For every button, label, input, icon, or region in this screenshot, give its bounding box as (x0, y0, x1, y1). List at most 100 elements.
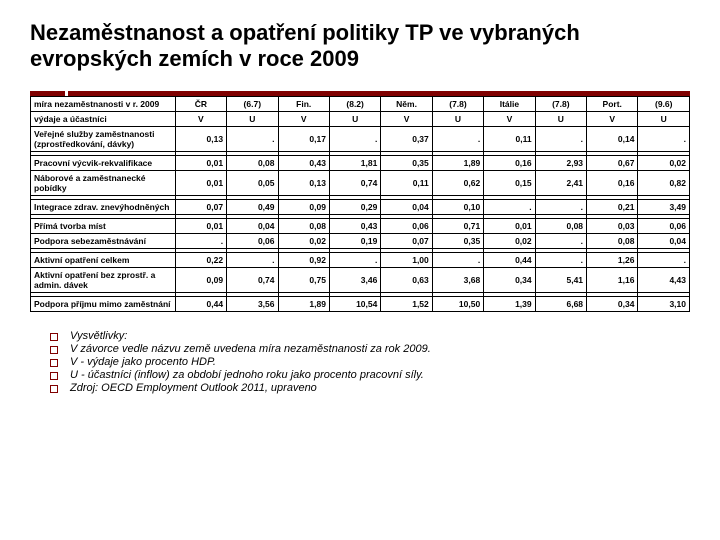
cell: 0,08 (278, 218, 329, 233)
cell: . (432, 126, 483, 151)
vu: V (381, 111, 432, 126)
header-label: míra nezaměstnanosti v r. 2009 (31, 96, 176, 111)
vu: V (587, 111, 638, 126)
cell: 3,10 (638, 296, 690, 311)
row-label: Přímá tvorba míst (31, 218, 176, 233)
cell: 1,39 (484, 296, 535, 311)
cell: 0,92 (278, 252, 329, 267)
footnote-line: Vysvětlivky: (50, 330, 690, 342)
cell: 0,08 (535, 218, 586, 233)
cell: 0,03 (587, 218, 638, 233)
vu: U (227, 111, 278, 126)
row-label: Aktivní opatření bez zprostř. a admin. d… (31, 267, 176, 292)
cell: 0,09 (175, 267, 226, 292)
cell: 0,09 (278, 199, 329, 214)
cell: 1,26 (587, 252, 638, 267)
cell: 1,89 (278, 296, 329, 311)
bullet-icon (50, 346, 58, 354)
row-label: Veřejné služby zaměstnanosti (zprostředk… (31, 126, 176, 151)
cell: 0,74 (329, 170, 380, 195)
table-row: Pracovní výcvik-rekvalifikace0,010,080,4… (31, 155, 690, 170)
table-row: Aktivní opatření celkem0,22.0,92.1,00.0,… (31, 252, 690, 267)
row-label: Integrace zdrav. znevýhodněných (31, 199, 176, 214)
cell: . (329, 126, 380, 151)
cell: 0,07 (175, 199, 226, 214)
cell: 0,01 (175, 170, 226, 195)
cell: 0,07 (381, 233, 432, 248)
footnote-text: Vysvětlivky: (70, 330, 127, 342)
bullet-icon (50, 359, 58, 367)
cell: 0,04 (381, 199, 432, 214)
cell: 0,02 (638, 155, 690, 170)
cell: 0,13 (175, 126, 226, 151)
bullet-icon (50, 385, 58, 393)
cell: 3,68 (432, 267, 483, 292)
cell: . (535, 233, 586, 248)
row-label: Podpora příjmu mimo zaměstnání (31, 296, 176, 311)
footnote-text: V - výdaje jako procento HDP. (70, 356, 216, 368)
cell: 0,35 (381, 155, 432, 170)
footnote-line: U - účastníci (inflow) za období jednoho… (50, 369, 690, 381)
cell: 0,34 (587, 296, 638, 311)
table-row: Přímá tvorba míst0,010,040,080,430,060,7… (31, 218, 690, 233)
cell: 0,10 (432, 199, 483, 214)
cell: 0,06 (227, 233, 278, 248)
cell: 0,34 (484, 267, 535, 292)
cell: 0,08 (227, 155, 278, 170)
cell: 0,15 (484, 170, 535, 195)
cell: 0,08 (587, 233, 638, 248)
table-row: Aktivní opatření bez zprostř. a admin. d… (31, 267, 690, 292)
cell: 1,16 (587, 267, 638, 292)
col-ita-u: (7.8) (535, 96, 586, 111)
bullet-icon (50, 333, 58, 341)
cell: 3,46 (329, 267, 380, 292)
table-row: Podpora příjmu mimo zaměstnání0,443,561,… (31, 296, 690, 311)
cell: . (329, 252, 380, 267)
cell: 0,22 (175, 252, 226, 267)
cell: 0,71 (432, 218, 483, 233)
cell: 0,21 (587, 199, 638, 214)
cell: 0,01 (484, 218, 535, 233)
cell: 0,82 (638, 170, 690, 195)
cell: 0,02 (484, 233, 535, 248)
cell: 3,49 (638, 199, 690, 214)
cell: . (227, 252, 278, 267)
footnote-text: V závorce vedle názvu země uvedena míra … (70, 343, 431, 355)
col-ita: Itálie (484, 96, 535, 111)
cell: . (227, 126, 278, 151)
cell: . (535, 252, 586, 267)
cell: . (535, 199, 586, 214)
cell: 10,54 (329, 296, 380, 311)
footnote-line: V závorce vedle názvu země uvedena míra … (50, 343, 690, 355)
cell: 0,04 (227, 218, 278, 233)
cell: 5,41 (535, 267, 586, 292)
header-row-2: výdaje a účastníci V U V U V U V U V U (31, 111, 690, 126)
cell: 0,67 (587, 155, 638, 170)
cell: 0,02 (278, 233, 329, 248)
cell: . (175, 233, 226, 248)
table-row: Veřejné služby zaměstnanosti (zprostředk… (31, 126, 690, 151)
vu: U (329, 111, 380, 126)
col-nem-u: (7.8) (432, 96, 483, 111)
cell: 0,62 (432, 170, 483, 195)
cell: 3,56 (227, 296, 278, 311)
cell: 0,74 (227, 267, 278, 292)
cell: 0,16 (587, 170, 638, 195)
cell: 0,63 (381, 267, 432, 292)
cell: 0,11 (381, 170, 432, 195)
cell: 0,44 (484, 252, 535, 267)
cell: 0,43 (329, 218, 380, 233)
cell: 0,06 (638, 218, 690, 233)
data-table: míra nezaměstnanosti v r. 2009 ČR (6.7) … (30, 96, 690, 312)
footnote-text: U - účastníci (inflow) za období jednoho… (70, 369, 424, 381)
cell: 6,68 (535, 296, 586, 311)
cell: 0,14 (587, 126, 638, 151)
cell: 0,44 (175, 296, 226, 311)
col-nem: Něm. (381, 96, 432, 111)
header-row-1: míra nezaměstnanosti v r. 2009 ČR (6.7) … (31, 96, 690, 111)
col-cr: ČR (175, 96, 226, 111)
cell: 1,81 (329, 155, 380, 170)
cell: 2,93 (535, 155, 586, 170)
footnote-text: Zdroj: OECD Employment Outlook 2011, upr… (70, 382, 317, 394)
footnote-line: V - výdaje jako procento HDP. (50, 356, 690, 368)
